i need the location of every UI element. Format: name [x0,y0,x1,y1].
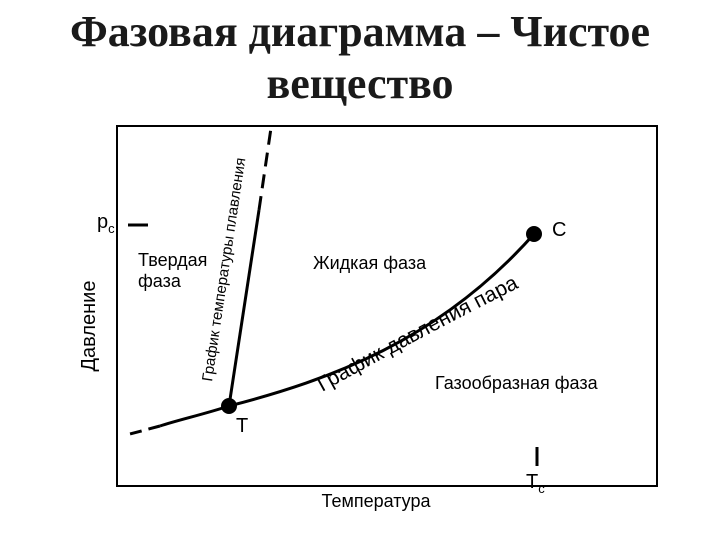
critical-point [526,226,542,242]
title-line-1: Фазовая диаграмма – Чистое [69,7,651,56]
melting-curve-extension [257,127,273,211]
solid-phase-label-line2: фаза [138,271,182,291]
triple-point-label: T [236,415,248,437]
triple-point [221,398,237,414]
plot-frame [116,125,658,487]
melting-curve [227,209,261,407]
solid-phase-label-line1: Твердая [138,250,207,270]
sublimation-curve-extension [129,424,161,436]
y-axis-label: Давление [78,281,100,372]
liquid-phase-label: Жидкая фаза [313,253,427,273]
page-title: Фазовая диаграмма – Чистое вещество [0,6,720,110]
x-axis-label: Температура [321,491,431,511]
sublimation-curve [159,404,230,428]
gas-phase-label: Газообразная фаза [435,373,599,393]
critical-point-label: C [552,219,566,241]
title-line-2: вещество [266,59,454,108]
vapor-pressure-curve [228,233,536,408]
tc-tick-label: Tc [526,471,545,496]
pc-tick-label: pc [97,211,115,236]
